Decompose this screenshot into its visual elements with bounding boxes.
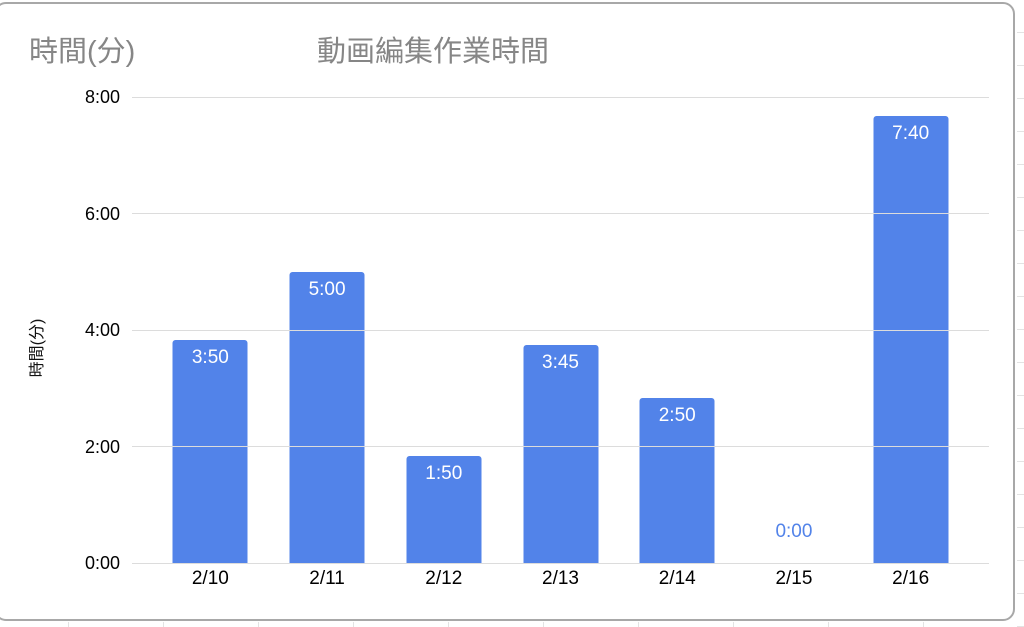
bars-row: 3:50 5:00 1:50 3:45 2:50 0:00 7:40 (152, 97, 969, 563)
bar-value-label: 3:45 (542, 351, 579, 373)
gridline (132, 562, 989, 564)
plot-area: 3:50 5:00 1:50 3:45 2:50 0:00 7:40 (132, 96, 989, 564)
chart-card[interactable]: 時間(分) 動画編集作業時間 時間(分) 8:00 6:00 4:00 2:00 0:0… (0, 2, 1015, 621)
bar-slot: 1:50 (385, 97, 502, 563)
bar-slot: 5:00 (269, 97, 386, 563)
y-tick-label: 4:00 (84, 320, 120, 340)
chart-title: 動画編集作業時間 (317, 36, 550, 68)
gridline (132, 329, 989, 331)
gridline (132, 96, 989, 98)
bar-slot: 3:45 (502, 97, 619, 563)
bar-2/10[interactable]: 3:50 (172, 339, 248, 563)
bar-value-label: 2:50 (658, 404, 696, 426)
spreadsheet-row-gridlines (1017, 0, 1024, 627)
bar-value-label: 3:50 (191, 346, 229, 368)
y-tick-label: 8:00 (84, 87, 120, 107)
x-tick-label: 2/10 (191, 568, 229, 589)
gridline (132, 213, 989, 214)
y-tick-label: 6:00 (84, 203, 120, 224)
bar-2/14[interactable]: 2:50 (639, 397, 715, 563)
bar-slot: 2:50 (619, 97, 736, 563)
zero-value-label: 0:00 (775, 521, 813, 542)
bar-2/13[interactable]: 3:45 (523, 344, 599, 563)
x-tick-label: 2/12 (425, 568, 463, 589)
gridline (132, 446, 989, 447)
x-tick-label: 2/16 (892, 568, 930, 589)
y-axis-tick-labels: 8:00 6:00 4:00 2:00 0:00 (0, 4, 120, 623)
bar-2/12[interactable]: 1:50 (406, 456, 482, 563)
x-tick-label: 2/14 (658, 568, 696, 589)
bar-slot: 7:40 (852, 97, 969, 563)
bar-value-label: 1:50 (425, 463, 463, 485)
bar-value-label: 7:40 (892, 123, 930, 145)
bar-2/16[interactable]: 7:40 (873, 116, 949, 563)
bar-slot: 3:50 (152, 97, 269, 563)
y-tick-label: 0:00 (84, 553, 120, 573)
x-axis-tick-labels: 2/10 2/11 2/12 2/13 2/14 2/15 2/16 (152, 568, 969, 592)
corner-axis-title: 時間(分) (29, 36, 136, 68)
bar-2/11[interactable]: 5:00 (289, 271, 365, 563)
x-tick-label: 2/13 (542, 568, 579, 589)
spreadsheet-column-gridlines (0, 622, 1017, 627)
x-tick-label: 2/11 (309, 568, 345, 589)
y-tick-label: 2:00 (84, 436, 120, 457)
bar-slot: 0:00 (736, 97, 853, 563)
x-tick-label: 2/15 (775, 568, 813, 589)
bar-value-label: 5:00 (308, 278, 346, 300)
